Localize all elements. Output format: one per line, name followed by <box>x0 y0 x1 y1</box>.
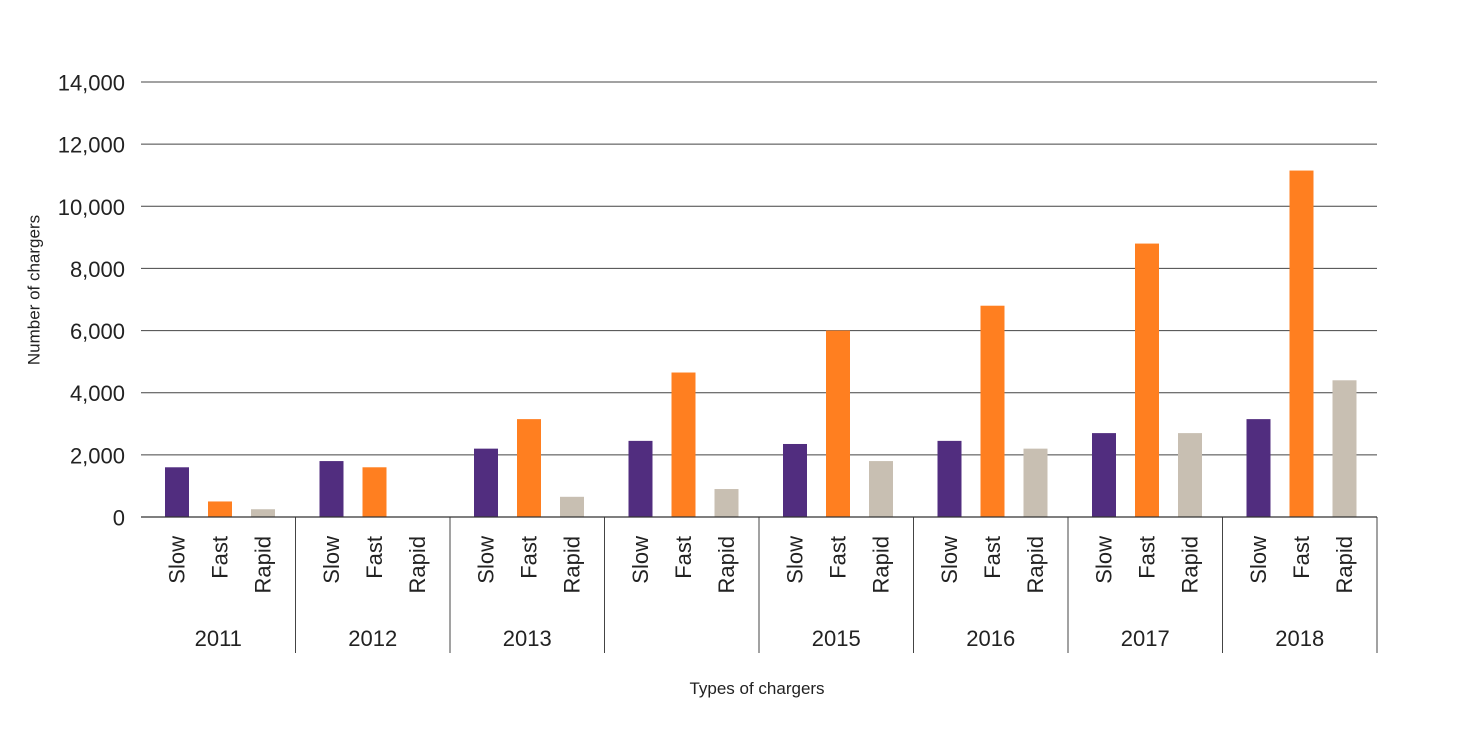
category-label: Slow <box>783 536 808 584</box>
bar-rapid <box>1178 433 1202 517</box>
category-label: Slow <box>165 536 190 584</box>
bar-rapid <box>1332 380 1357 517</box>
bar-slow <box>628 440 653 517</box>
bar-slow <box>319 461 344 517</box>
category-label: Rapid <box>869 536 894 593</box>
category-label: Rapid <box>251 536 276 593</box>
category-label: Fast <box>1135 536 1160 579</box>
x-axis-category-labels: Slow Fast Rapid Slow Fast Rapid Slow Fast Rapid S… <box>165 536 1358 594</box>
bar-fast <box>362 467 387 517</box>
category-label: Fast <box>826 536 851 579</box>
category-label: Rapid <box>1332 536 1357 593</box>
group-label: 2018 <box>1275 626 1324 651</box>
group-label: 2015 <box>812 626 861 651</box>
bar-slow <box>937 440 962 517</box>
bar-slow <box>783 443 807 517</box>
bar-fast <box>980 305 1005 517</box>
category-label: Rapid <box>560 536 585 593</box>
bar-fast <box>208 501 232 517</box>
bar-slow <box>165 467 189 517</box>
category-label: Slow <box>628 536 653 584</box>
y-tick-label: 2,000 <box>70 443 125 468</box>
bar-fast <box>517 419 541 517</box>
category-label: Fast <box>671 536 696 579</box>
category-label: Fast <box>208 536 233 579</box>
gridlines <box>141 81 1378 653</box>
group-label: 2016 <box>966 626 1015 651</box>
category-label: Slow <box>1092 536 1117 584</box>
bar-slow <box>474 448 498 517</box>
category-label: Slow <box>937 536 962 584</box>
category-label: Slow <box>319 536 344 584</box>
group-label: 2012 <box>348 626 397 651</box>
y-tick-label: 8,000 <box>70 257 125 282</box>
category-label: Fast <box>362 536 387 579</box>
bar-fast <box>1135 243 1159 518</box>
category-label: Rapid <box>714 536 739 593</box>
bar-slow <box>1092 433 1116 517</box>
category-label: Slow <box>474 536 499 584</box>
bars <box>165 170 1357 518</box>
bar-rapid <box>560 496 584 517</box>
y-tick-label: 4,000 <box>70 381 125 406</box>
bar-slow <box>1246 419 1271 517</box>
y-tick-label: 6,000 <box>70 319 125 344</box>
y-tick-label: 12,000 <box>58 133 125 158</box>
x-axis-label: Types of chargers <box>689 679 824 698</box>
category-label: Fast <box>1289 536 1314 579</box>
bar-rapid <box>869 461 893 517</box>
y-tick-label: 10,000 <box>58 195 125 220</box>
category-label: Fast <box>980 536 1005 579</box>
y-tick-label: 0 <box>113 506 125 531</box>
category-label: Fast <box>517 536 542 579</box>
group-label: 2013 <box>503 626 552 651</box>
bar-rapid <box>714 489 739 517</box>
bar-fast <box>826 330 850 517</box>
group-label: 2011 <box>195 626 242 651</box>
category-label: Rapid <box>1178 536 1203 593</box>
bar-rapid <box>251 509 275 517</box>
category-label: Rapid <box>1023 536 1048 593</box>
bar-rapid <box>1023 448 1048 517</box>
y-axis-ticks: 0 2,000 4,000 6,000 8,000 10,000 12,000 14,000 <box>58 71 125 531</box>
bar-fast <box>1289 170 1314 517</box>
category-label: Rapid <box>405 536 430 593</box>
x-axis-group-labels: 2011 2012 2013 2015 2016 2017 2018 <box>195 626 1325 651</box>
group-label: 2017 <box>1121 626 1170 651</box>
bar-fast <box>671 372 696 517</box>
y-axis-label: Number of chargers <box>25 215 44 365</box>
category-label: Slow <box>1246 536 1271 584</box>
y-tick-label: 14,000 <box>58 71 125 96</box>
